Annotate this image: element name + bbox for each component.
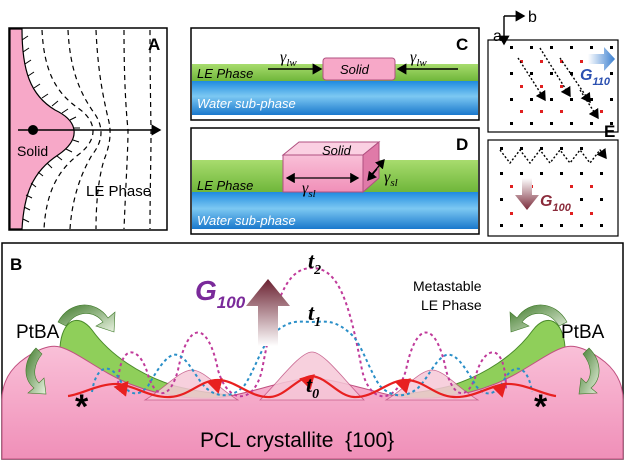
solid-label: Solid bbox=[17, 143, 48, 159]
g110-label: G110 bbox=[580, 67, 611, 88]
panel-a-letter: A bbox=[148, 35, 160, 54]
le-phase-label: LE Phase bbox=[86, 183, 151, 200]
le-phase-label: LE Phase bbox=[197, 178, 253, 193]
solid-region bbox=[9, 28, 75, 230]
t0-label: t0 bbox=[306, 372, 319, 402]
water-label: Water sub-phase bbox=[197, 213, 296, 228]
panel-e: a b G110 E bbox=[487, 9, 619, 237]
ptba-left-arrows bbox=[25, 304, 116, 395]
panel-c-letter: C bbox=[456, 35, 468, 54]
gamma-lw-right: γlw bbox=[410, 49, 427, 69]
water-label: Water sub-phase bbox=[197, 96, 296, 111]
origin-dot bbox=[28, 125, 38, 135]
g110-arrow bbox=[588, 47, 615, 71]
g100-arrow bbox=[515, 178, 539, 210]
g100-label: G100 bbox=[195, 275, 246, 312]
crystallite-label: PCL crystallite {100} bbox=[200, 429, 394, 452]
panel-d: Solid LE Phase Water sub-phase γsl γsl D bbox=[190, 127, 480, 235]
gamma-lw-left: γlw bbox=[280, 49, 297, 69]
gamma-sl-front: γsl bbox=[302, 180, 316, 200]
g100-big-arrow bbox=[246, 279, 290, 346]
ptba-right-arrows bbox=[509, 304, 600, 395]
panel-e-letter: E bbox=[604, 122, 615, 141]
solid-hatching bbox=[21, 35, 80, 223]
axis-b-label: b bbox=[528, 9, 537, 26]
solid-label: Solid bbox=[340, 62, 370, 77]
panel-a: Solid LE Phase A bbox=[8, 27, 168, 231]
lattice-100: G100 bbox=[499, 147, 607, 227]
water-layer bbox=[192, 81, 478, 115]
gamma-sl-side-arrow-down bbox=[367, 168, 378, 182]
star-right: * bbox=[534, 388, 548, 426]
panel-d-letter: D bbox=[456, 135, 468, 154]
ptba-right-label: PtBA bbox=[561, 322, 605, 343]
panel-c: Solid LE Phase Water sub-phase γlw γlw C bbox=[190, 27, 480, 121]
axis-a-label: a bbox=[493, 28, 502, 45]
solid-label: Solid bbox=[322, 143, 352, 158]
solid-block bbox=[322, 57, 396, 81]
solid-front-face bbox=[282, 154, 364, 193]
star-left: * bbox=[75, 388, 89, 426]
metastable-label-line2: LE Phase bbox=[421, 297, 482, 313]
gamma-sl-side: γsl bbox=[384, 169, 398, 189]
t1-label: t1 bbox=[308, 300, 321, 330]
le-phase-label: LE Phase bbox=[197, 66, 253, 81]
t0-growth-arrows bbox=[113, 374, 507, 398]
panel-b: B G100 t2 t1 t0 Metastable bbox=[1, 242, 624, 460]
t2-interface-curve bbox=[117, 266, 507, 398]
g100-label: G100 bbox=[540, 193, 572, 214]
lattice-110: G110 bbox=[510, 46, 615, 125]
t2-label: t2 bbox=[308, 248, 321, 278]
water-layer bbox=[192, 192, 478, 229]
t1-interface-curve bbox=[91, 320, 533, 397]
ptba-left-label: PtBA bbox=[16, 322, 60, 343]
panel-b-letter: B bbox=[10, 255, 22, 274]
metastable-label-line1: Metastable bbox=[413, 278, 482, 294]
panel-e-bottom-frame bbox=[487, 139, 619, 237]
